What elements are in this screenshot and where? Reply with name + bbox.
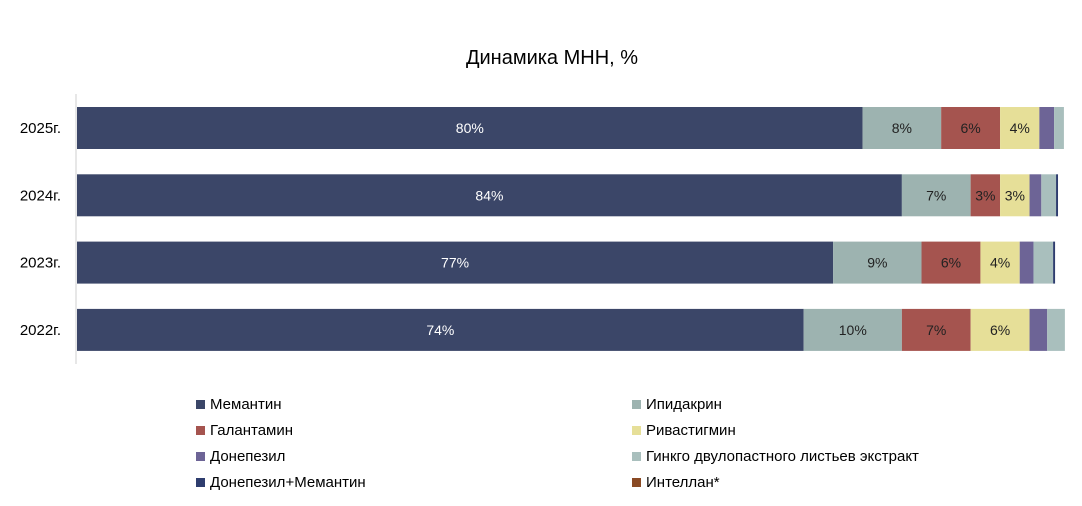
bar-segment [1053,241,1056,284]
legend-entry: Мемантин [210,396,281,413]
bar-segment [970,174,1001,217]
bar-segment [980,241,1020,284]
bar-segment [77,241,834,284]
bar-segment [862,107,942,149]
legend-entry: Донепезил [210,448,285,465]
bar-segment [1033,241,1054,284]
legend-swatch [196,400,205,409]
category-label: 2025г. [20,120,61,137]
legend-entry: Донепезил+Мемантин [210,474,366,491]
bar-segment [1056,174,1059,217]
category-label: 2023г. [20,255,61,272]
data-label: 77% [441,255,469,271]
legend-entry: Гинкго двулопастного листьев экстракт [646,448,919,465]
data-label: 80% [456,120,484,136]
data-label: 6% [961,120,981,136]
bars-layer: 80% 8% 6% 4% 84% 7% 3% 3% 77% 9% 6% 4% 74% 10% 7% 6% [77,107,1065,351]
legend-swatch [632,452,641,461]
bar-segment [970,308,1030,351]
data-label: 10% [839,322,867,338]
legend-entry: Интеллан* [646,474,720,491]
bar-segment [77,174,902,217]
data-label: 7% [926,322,946,338]
category-label: 2022г. [20,322,61,339]
legend: Мемантин Ипидакрин Галантамин Ривастигмин До… [196,396,919,491]
legend-swatch [196,478,205,487]
bar-segment [1029,308,1048,351]
bar-segment [833,241,922,284]
bar-segment [1000,174,1030,217]
bar-segment [901,174,971,217]
bar-segment [1039,107,1055,149]
bar-segment [1054,107,1064,149]
bar-segment [901,308,971,351]
data-label: 6% [990,322,1010,338]
data-label: 74% [426,322,454,338]
data-label: 84% [475,187,503,203]
data-label: 3% [975,187,995,203]
legend-entry: Ривастигмин [646,422,736,439]
legend-swatch [632,478,641,487]
data-label: 4% [990,255,1010,271]
data-label: 7% [926,187,946,203]
legend-swatch [632,426,641,435]
data-label: 4% [1010,120,1030,136]
bar-segment [77,107,863,149]
bar-segment [1029,174,1042,217]
category-label: 2024г. [20,187,61,204]
data-label: 8% [892,120,912,136]
legend-entry: Галантамин [210,422,293,439]
legend-entry: Ипидакрин [646,396,722,413]
bar-segment [77,308,804,351]
bar-segment [941,107,1001,149]
data-label: 3% [1005,187,1025,203]
bar-segment [1047,308,1065,351]
bar-segment [1019,241,1034,284]
legend-swatch [196,426,205,435]
data-label: 6% [941,255,961,271]
bar-segment [921,241,981,284]
data-label: 9% [867,255,887,271]
chart-title: Динамика МНН, % [466,47,638,69]
bar-segment [1041,174,1057,217]
legend-swatch [632,400,641,409]
bar-segment [803,308,902,351]
bar-segment [1000,107,1040,149]
legend-swatch [196,452,205,461]
category-labels: 2025г. 2024г. 2023г. 2022г. [20,120,61,339]
